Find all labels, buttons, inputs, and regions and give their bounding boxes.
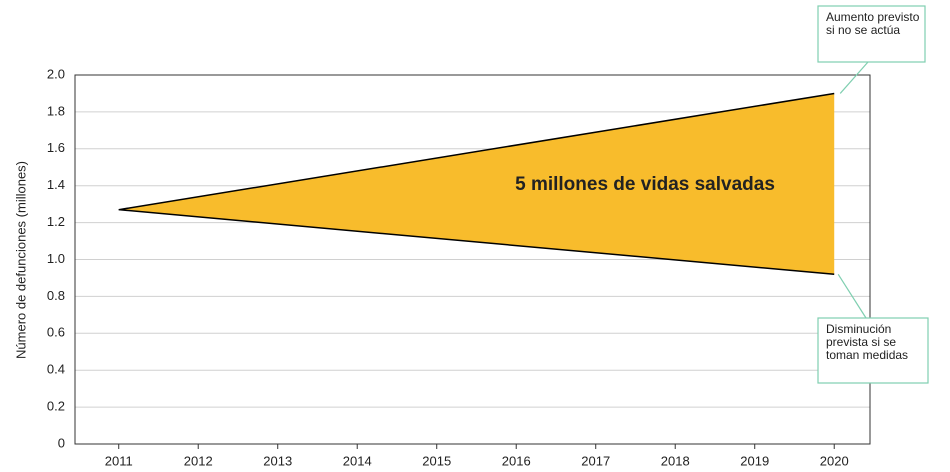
x-tick-label: 2011 [105,453,133,468]
callout-box [817,317,929,384]
callout-text: Disminución [826,322,891,336]
y-tick-label: 1.2 [47,214,65,229]
plot-frame [74,74,871,445]
callout-text: si no se actúa [826,23,900,37]
y-tick-label: 1.8 [47,103,65,118]
y-tick-label: 0.2 [47,399,65,414]
y-tick-label: 0.6 [47,325,65,340]
y-tick-label: 1.6 [47,140,65,155]
callout-text: toman medidas [826,348,908,362]
callout-line [837,273,867,319]
x-tick-label: 2014 [343,453,372,468]
x-tick-label: 2016 [502,453,531,468]
x-tick-label: 2015 [422,453,451,468]
x-tick-label: 2018 [661,453,690,468]
x-tick-label: 2017 [581,453,610,468]
y-tick-label: 1.0 [47,251,65,266]
y-tick-label: 0.4 [47,362,65,377]
x-tick-label: 2019 [740,453,769,468]
x-tick-label: 2012 [184,453,213,468]
line [118,208,835,276]
callout-text: Aumento previsto [826,10,920,24]
line [118,92,835,211]
y-tick-label: 1.4 [47,177,65,192]
y-tick-label: 0 [58,435,65,450]
x-tick-label: 2013 [263,453,292,468]
x-tick-label: 2020 [820,453,849,468]
y-axis-label: Número de defunciones (millones) [13,161,28,359]
callout-text: prevista si se [826,335,896,349]
saved-area [118,93,835,275]
callout-line [839,61,869,94]
annotation: 5 millones de vidas salvadas [515,174,775,195]
y-tick-label: 2.0 [47,66,65,81]
callout-box [817,5,926,63]
y-tick-label: 0.8 [47,288,65,303]
